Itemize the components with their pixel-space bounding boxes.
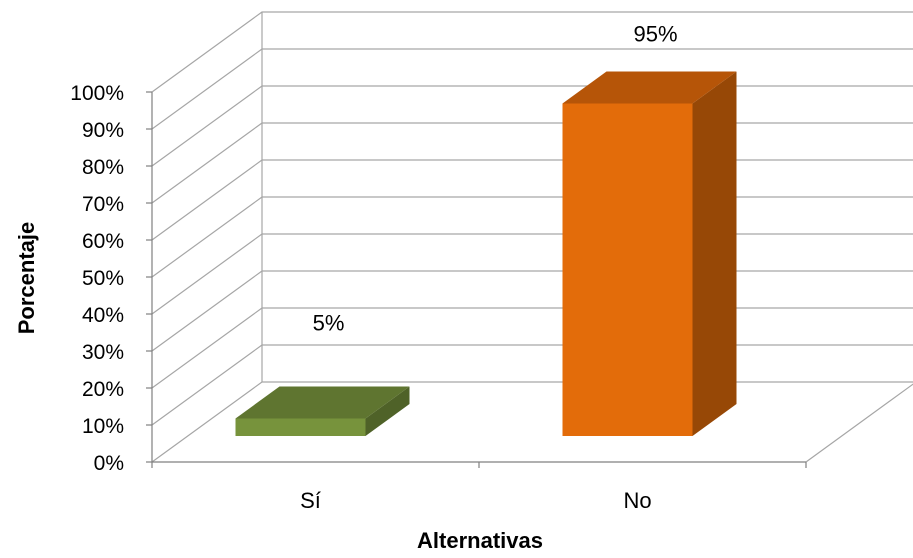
bars: [235, 71, 737, 436]
y-tick-labels: 0% 10% 20% 30% 40% 50% 60% 70% 80% 90% 100%: [70, 82, 124, 475]
gridline: [151, 159, 913, 241]
y-tick-label: 80%: [82, 156, 124, 179]
gridline: [151, 85, 913, 167]
gridline: [151, 233, 913, 315]
y-tick-label: 60%: [82, 230, 124, 253]
data-labels: 5% 95%: [313, 22, 678, 336]
bar-side: [365, 386, 410, 436]
bar-side: [692, 71, 737, 436]
gridline: [151, 122, 913, 204]
bar-no: [562, 71, 737, 436]
bar-front: [235, 418, 366, 436]
gridline: [151, 48, 913, 130]
gridline: [151, 307, 913, 389]
category-label: No: [623, 488, 651, 513]
gridline: [151, 270, 913, 352]
bar-top: [235, 386, 410, 419]
bar-top: [562, 71, 737, 104]
bar-front: [562, 103, 693, 436]
category-label: Sí: [300, 488, 321, 513]
y-tick-label: 100%: [70, 82, 124, 105]
y-tick-label: 70%: [82, 193, 124, 216]
gridlines: [151, 11, 913, 463]
y-tick-label: 20%: [82, 378, 124, 401]
y-axis-title: Porcentaje: [14, 222, 39, 335]
data-label: 95%: [633, 22, 677, 47]
axes: [146, 91, 807, 468]
gridline: [151, 11, 913, 93]
category-labels: Sí No: [300, 488, 651, 513]
gridline: [151, 196, 913, 278]
y-tick-label: 10%: [82, 415, 124, 438]
y-tick-label: 90%: [82, 119, 124, 142]
bar-si: [235, 386, 410, 436]
y-tick-label: 30%: [82, 341, 124, 364]
x-axis-title: Alternativas: [417, 528, 543, 553]
y-tick-label: 0%: [94, 452, 124, 475]
data-label: 5%: [313, 311, 345, 336]
y-tick-label: 40%: [82, 304, 124, 327]
y-tick-label: 50%: [82, 267, 124, 290]
